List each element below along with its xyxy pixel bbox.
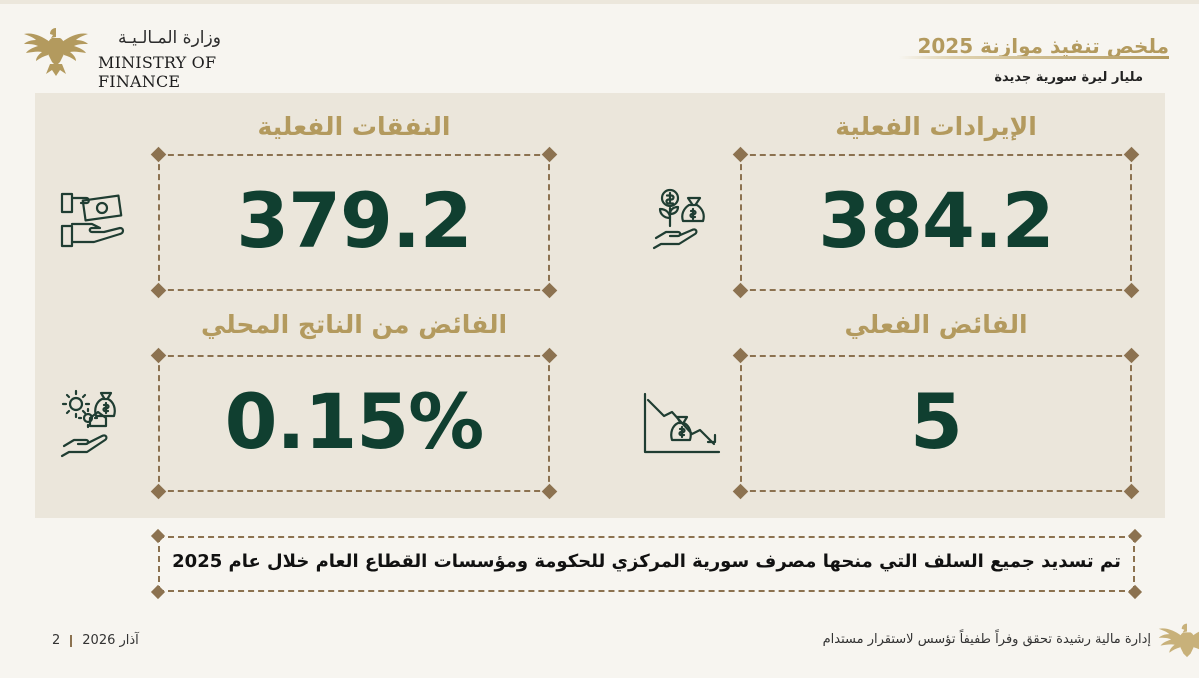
surplus-value: 5 (910, 377, 963, 466)
hand-gears-moneybag-icon (60, 389, 116, 458)
expenditure-value: 379.2 (236, 176, 472, 265)
footer-slogan: إدارة مالية رشيدة تحقق وفراً طفيفاً تؤسس… (822, 632, 1151, 647)
page-number: 2 (52, 633, 61, 648)
note-box: تم تسديد جميع السلف التي منحها مصرف سوري… (150, 528, 1143, 600)
declining-chart-moneybag-icon (643, 392, 721, 454)
ministry-name-english: MINISTRY OF FINANCE (98, 53, 217, 91)
surplus-gdp-label: الفائض من الناتج المحلي (200, 310, 508, 339)
money-bag-plant-hand-icon (652, 188, 705, 250)
ministry-logo: وزارة المـالـيـة MINISTRY OF FINANCE (22, 22, 272, 91)
corner-eagle-icon (1158, 623, 1199, 658)
surplus-gdp-card: 0.15% (150, 347, 558, 500)
page-title: ملخص تنفيذ موازنة 2025 (917, 34, 1169, 58)
summary-panel (35, 93, 1165, 518)
title-underline (899, 56, 1169, 59)
hand-cash-icon (60, 192, 125, 248)
revenue-label: الإيرادات الفعلية (835, 112, 1037, 141)
revenue-card: 384.2 (732, 146, 1140, 299)
footer-date: آذار 2026 (82, 633, 139, 648)
note-text: تم تسديد جميع السلف التي منحها مصرف سوري… (172, 551, 1121, 572)
surplus-label: الفائض الفعلي (844, 310, 1028, 339)
footer-separator (70, 634, 73, 647)
expenditure-label: النفقات الفعلية (257, 112, 451, 141)
revenue-value: 384.2 (818, 176, 1054, 265)
eagle-emblem-icon (24, 28, 88, 76)
unit-label: مليار ليرة سورية جديدة (994, 70, 1143, 85)
ministry-name-arabic: وزارة المـالـيـة (118, 28, 221, 48)
footer-page-info: 2 آذار 2026 (52, 633, 139, 648)
expenditure-card: 379.2 (150, 146, 558, 299)
top-edge (0, 0, 1199, 4)
surplus-card: 5 (732, 347, 1140, 500)
surplus-gdp-value: 0.15% (224, 377, 485, 466)
